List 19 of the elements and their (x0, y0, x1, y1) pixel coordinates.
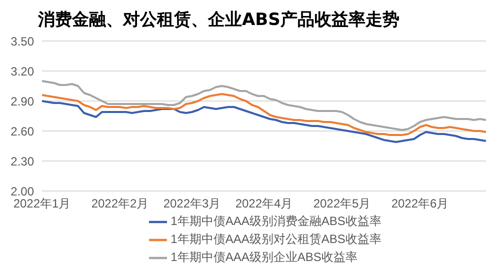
x-tick-label: 2022年5月 (313, 196, 371, 211)
chart-title: 消费金融、对公租赁、企业ABS产品收益率走势 (38, 9, 400, 31)
line-series (41, 80, 487, 131)
line-series (41, 100, 487, 143)
y-tick-label: 3.20 (10, 64, 34, 78)
x-tick-label: 2022年6月 (391, 196, 449, 211)
x-tick-label: 2022年2月 (91, 196, 149, 211)
legend-label: 1年期中债AAA级别消费金融ABS收益率 (170, 214, 382, 228)
x-tick-label: 2022年1月 (13, 196, 71, 211)
legend-label: 1年期中债AAA级别对公租赁ABS收益率 (170, 232, 382, 246)
y-tick-label: 2.30 (10, 154, 34, 168)
legend-label: 1年期中债AAA级别企业ABS收益率 (170, 250, 358, 264)
x-tick-label: 2022年3月 (163, 196, 221, 211)
y-tick-label: 3.50 (10, 34, 34, 48)
line-series (41, 93, 487, 136)
y-tick-label: 2.90 (10, 94, 34, 108)
x-tick-label: 2022年4月 (235, 196, 293, 211)
y-tick-label: 2.00 (10, 184, 34, 198)
y-tick-label: 2.60 (10, 124, 34, 138)
